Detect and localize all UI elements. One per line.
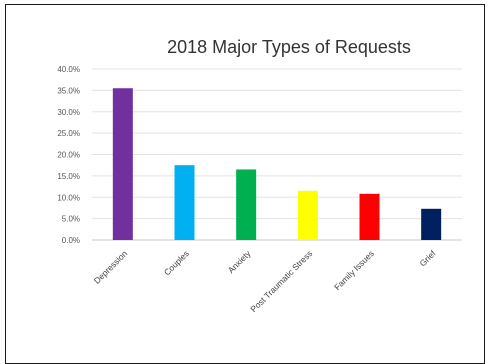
y-tick-label: 25.0% [57, 129, 80, 138]
y-tick-label: 40.0% [57, 65, 80, 74]
chart-title: 2018 Major Types of Requests [167, 37, 411, 57]
bar-chart: 2018 Major Types of Requests 0.0% 5.0% 10.… [57, 37, 462, 314]
x-category-label: Depression [92, 248, 130, 286]
x-category-label: Couples [162, 248, 191, 277]
bar [236, 169, 257, 240]
bars [112, 88, 442, 240]
x-category-label: Grief [417, 248, 438, 269]
bar [297, 190, 318, 240]
grid-lines [92, 68, 462, 241]
y-tick-label: 35.0% [57, 86, 80, 95]
y-tick-label: 20.0% [57, 151, 80, 160]
y-tick-label: 5.0% [62, 215, 80, 224]
x-category-label: Family Issues [332, 248, 376, 292]
y-tick-label: 30.0% [57, 108, 80, 117]
bar [112, 88, 133, 240]
y-tick-label: 0.0% [62, 236, 80, 245]
x-category-label: Anxiety [226, 248, 253, 275]
x-category-label: Post Traumatic Stress [248, 248, 314, 314]
y-tick-label: 15.0% [57, 172, 80, 181]
bar [174, 165, 195, 240]
bar [359, 193, 380, 240]
bar [421, 208, 442, 240]
y-tick-label: 10.0% [57, 193, 80, 202]
y-axis-tick-labels: 0.0% 5.0% 10.0% 15.0% 20.0% 25.0% 30.0% 35.0% 40… [57, 65, 80, 245]
